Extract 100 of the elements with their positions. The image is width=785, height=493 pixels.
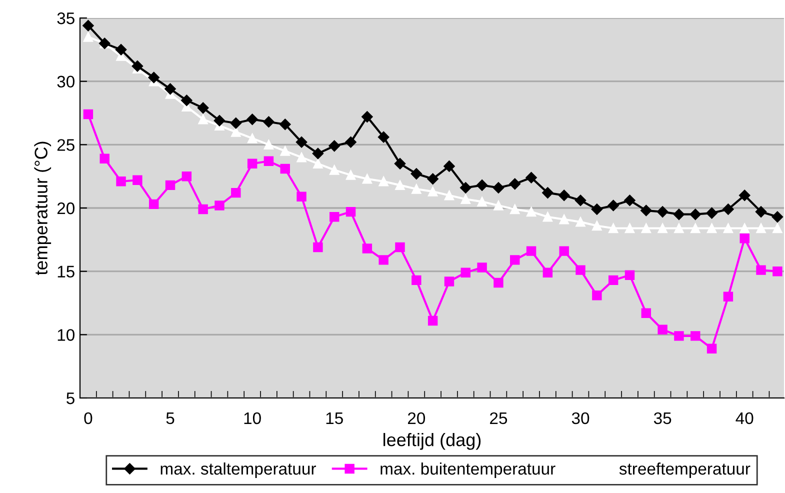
point <box>641 223 652 234</box>
point <box>346 170 356 180</box>
point <box>296 136 308 148</box>
point <box>476 180 488 191</box>
y-tick-label: 30 <box>57 76 74 88</box>
y-tick-label: 10 <box>58 329 74 341</box>
point <box>592 220 602 231</box>
point <box>477 196 487 207</box>
point <box>329 165 340 175</box>
point <box>378 131 390 143</box>
point <box>329 212 340 222</box>
point <box>526 172 537 184</box>
point <box>690 223 700 234</box>
point <box>378 176 388 186</box>
point <box>494 200 504 210</box>
point <box>690 208 701 220</box>
point <box>608 200 619 212</box>
point <box>280 164 290 174</box>
point <box>740 234 750 244</box>
point <box>608 275 618 286</box>
point <box>706 207 718 219</box>
point <box>115 44 127 56</box>
text: streeftemperatuur <box>619 462 750 478</box>
point <box>526 206 536 217</box>
point <box>755 206 767 218</box>
point <box>510 204 520 214</box>
point <box>280 118 291 130</box>
point <box>444 276 454 286</box>
point <box>231 188 241 198</box>
point <box>230 118 242 129</box>
point <box>674 223 684 234</box>
x-tick-label: 5 <box>166 412 174 424</box>
point <box>444 190 454 200</box>
point <box>723 223 734 234</box>
point <box>658 324 668 334</box>
x-axis-title: leeftijd (dag) <box>384 432 481 450</box>
point <box>674 331 684 341</box>
x-tick-label: 20 <box>408 412 426 424</box>
point <box>460 268 471 278</box>
point <box>559 214 569 224</box>
point <box>181 94 192 106</box>
point <box>264 140 274 150</box>
point <box>658 223 668 234</box>
x-tick-label: 10 <box>244 412 261 424</box>
point <box>82 20 94 32</box>
point <box>394 158 406 170</box>
point <box>576 265 586 275</box>
point <box>591 204 603 215</box>
point <box>197 102 209 114</box>
point <box>264 156 274 166</box>
point <box>427 173 438 184</box>
point <box>83 32 94 42</box>
point <box>165 180 176 190</box>
point <box>608 223 618 234</box>
x-tick-label: 25 <box>490 412 508 424</box>
point <box>313 158 323 169</box>
point <box>723 292 734 302</box>
point <box>574 194 586 206</box>
point <box>247 158 258 169</box>
point <box>412 275 422 286</box>
point <box>132 175 142 185</box>
y-tick-label: 5 <box>66 392 74 404</box>
legend-label: max. staltemperatuur <box>160 462 316 478</box>
point <box>148 199 159 210</box>
point <box>164 83 176 95</box>
point <box>313 242 323 252</box>
point <box>509 178 520 190</box>
point <box>83 109 94 120</box>
point <box>296 152 306 162</box>
point <box>362 111 373 122</box>
point <box>592 290 602 300</box>
point <box>772 223 782 234</box>
point <box>673 208 685 220</box>
point <box>312 148 324 160</box>
point <box>214 200 224 210</box>
legend-label: max. buitentemperatuur <box>380 462 556 478</box>
point <box>542 212 553 222</box>
point <box>492 182 504 194</box>
point <box>198 114 208 124</box>
x-tick-label: 15 <box>326 412 343 424</box>
point <box>526 246 536 256</box>
point <box>214 114 226 126</box>
point <box>641 308 652 318</box>
point <box>362 174 372 184</box>
y-tick-label: 35 <box>57 12 74 24</box>
x-tick-label: 0 <box>84 412 92 424</box>
point <box>378 255 388 265</box>
point <box>756 223 766 234</box>
point <box>148 72 160 84</box>
point <box>460 182 472 194</box>
point <box>772 211 784 222</box>
x-tick-label: 35 <box>654 412 672 424</box>
point <box>739 190 750 201</box>
point <box>428 316 438 326</box>
point <box>656 206 668 218</box>
point <box>328 140 340 152</box>
point <box>706 344 717 354</box>
point <box>558 190 570 201</box>
point <box>640 204 652 216</box>
point <box>346 206 356 217</box>
